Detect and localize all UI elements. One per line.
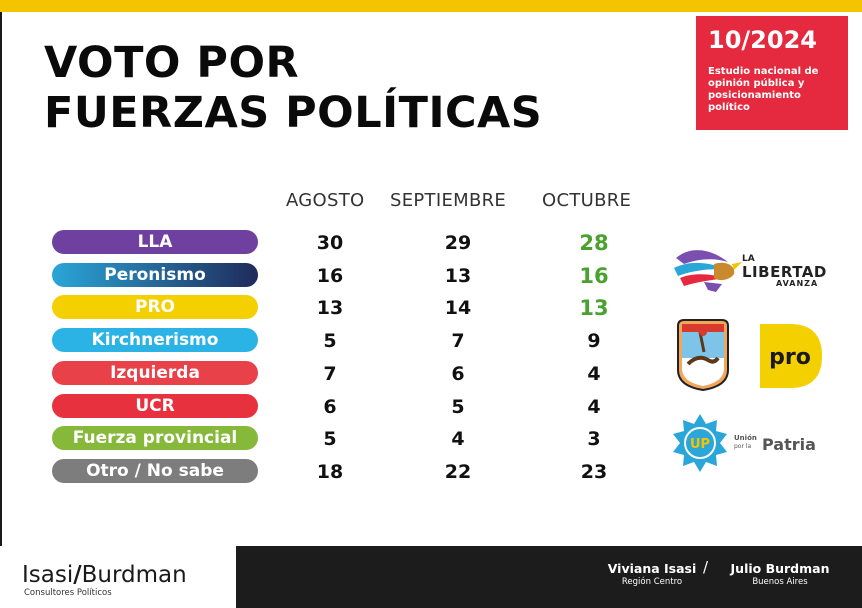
vote-value: 5 (323, 428, 337, 450)
brand-right: Burdman (81, 562, 187, 588)
pro-logo-text: pro (769, 345, 811, 370)
vote-value: 6 (323, 396, 337, 418)
left-edge-line (0, 12, 2, 546)
footer-authors-area (236, 546, 862, 608)
party-label: Izquierda (52, 361, 258, 385)
survey-description: Estudio nacional de opinión pública y po… (708, 66, 819, 113)
party-label: UCR (52, 394, 258, 418)
brand-subtitle: Consultores Políticos (24, 588, 112, 598)
party-label: Kirchnerismo (52, 328, 258, 352)
vote-value: 4 (451, 428, 465, 450)
column-header: AGOSTO (286, 190, 365, 211)
column-header: SEPTIEMBRE (390, 190, 507, 211)
vote-value: 16 (579, 264, 609, 288)
footer-brand-area (0, 546, 236, 608)
lla-logo-line1: LA (742, 254, 755, 264)
union-por-la-patria-logo: UP Unión por la Patria (673, 414, 816, 472)
brand-left: Isasi (22, 562, 74, 588)
vote-value: 7 (451, 330, 465, 352)
page-title: VOTO POR FUERZAS POLÍTICAS (44, 38, 542, 138)
title-line-2: FUERZAS POLÍTICAS (44, 88, 543, 138)
vote-value: 18 (316, 461, 344, 483)
vote-value: 13 (316, 297, 344, 319)
vote-value: 30 (316, 232, 344, 254)
author-separator: / (703, 558, 709, 576)
vote-value: 16 (316, 265, 344, 287)
vote-value: 13 (444, 265, 472, 287)
up-badge-text: UP (690, 437, 710, 452)
vote-value: 5 (451, 396, 465, 418)
party-label: PRO (52, 295, 258, 319)
vote-value: 22 (444, 461, 472, 483)
author-2-role: Buenos Aires (752, 577, 808, 587)
column-header: OCTUBRE (542, 190, 632, 211)
top-accent-bar (0, 0, 862, 12)
vote-value: 7 (323, 363, 337, 385)
vote-value: 4 (587, 363, 601, 385)
eagle-icon (674, 250, 742, 292)
survey-date: 10/2024 (708, 26, 817, 54)
vote-value: 9 (587, 330, 601, 352)
author-1: Viviana Isasi Región Centro (596, 561, 708, 588)
title-line-1: VOTO POR (44, 38, 300, 88)
up-small-text-2: por la (734, 443, 752, 450)
lla-logo-line2: LIBERTAD (742, 263, 827, 281)
party-label: Otro / No sabe (52, 459, 258, 483)
date-badge: 10/2024 Estudio nacional de opinión públ… (696, 16, 848, 130)
brand-logo: Isasi/Burdman (22, 562, 187, 588)
party-label: Fuerza provincial (52, 426, 258, 450)
pro-logo: pro (760, 324, 822, 388)
up-patria-text: Patria (762, 435, 816, 454)
author-2-name: Julio Burdman (730, 561, 830, 576)
lla-logo-line3: AVANZA (776, 279, 819, 288)
vote-value: 4 (587, 396, 601, 418)
author-2: Julio Burdman Buenos Aires (722, 561, 838, 588)
vote-value: 29 (444, 232, 472, 254)
party-label: LLA (52, 230, 258, 254)
peronist-shield-icon (677, 319, 729, 392)
vote-value: 5 (323, 330, 337, 352)
sun-badge-icon: UP (673, 414, 727, 472)
vote-value: 14 (444, 297, 472, 319)
up-small-text-1: Unión (734, 434, 757, 442)
vote-value: 6 (451, 363, 465, 385)
vote-value: 23 (580, 461, 608, 483)
vote-value: 13 (579, 296, 609, 320)
author-1-name: Viviana Isasi (607, 561, 697, 576)
lla-logo (674, 250, 742, 292)
author-1-role: Región Centro (621, 577, 683, 587)
vote-value: 28 (579, 231, 609, 255)
vote-value: 3 (587, 428, 601, 450)
brand-slash: / (73, 562, 82, 588)
party-label: Peronismo (52, 263, 258, 287)
